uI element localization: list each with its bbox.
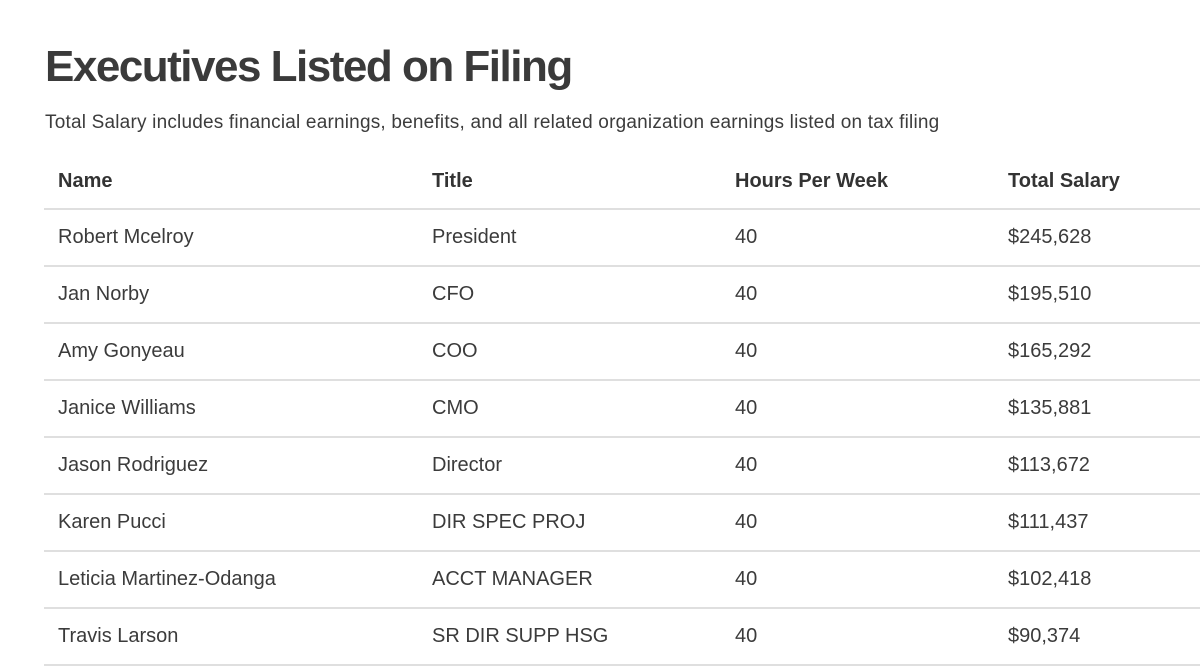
cell-salary: $102,418 (1008, 568, 1092, 590)
cell-salary: $165,292 (1008, 340, 1092, 362)
cell-name: Jason Rodriguez (58, 454, 209, 476)
cell-name: Robert Mcelroy (58, 226, 194, 248)
column-header-name: Name (58, 169, 113, 192)
cell-salary: $113,672 (1008, 454, 1090, 476)
cell-name: Janice Williams (58, 397, 196, 419)
executives-table: Name Title Hours Per Week Total Salary R… (44, 154, 1200, 666)
table-row: Robert Mcelroy President 40 $245,628 (44, 210, 1200, 267)
cell-hours: 40 (735, 625, 758, 647)
cell-hours: 40 (735, 568, 758, 590)
cell-salary: $195,510 (1008, 283, 1092, 305)
cell-salary: $90,374 (1008, 625, 1081, 647)
cell-title: ACCT MANAGER (432, 568, 593, 590)
cell-name: Karen Pucci (58, 511, 166, 533)
cell-title: CMO (432, 397, 479, 419)
table-row: Travis Larson SR DIR SUPP HSG 40 $90,374 (44, 609, 1200, 666)
column-header-total-salary: Total Salary (1008, 169, 1120, 192)
table-row: Leticia Martinez-Odanga ACCT MANAGER 40 … (44, 552, 1200, 609)
table-row: Jason Rodriguez Director 40 $113,672 (44, 438, 1200, 495)
page-title: Executives Listed on Filing (45, 42, 573, 91)
column-header-hours-per-week: Hours Per Week (735, 169, 889, 192)
cell-hours: 40 (735, 283, 758, 305)
cell-hours: 40 (735, 511, 758, 533)
cell-name: Jan Norby (58, 283, 150, 305)
cell-title: President (432, 226, 517, 248)
table-header-row: Name Title Hours Per Week Total Salary (44, 154, 1200, 210)
cell-name: Leticia Martinez-Odanga (58, 568, 276, 590)
cell-hours: 40 (735, 340, 758, 362)
cell-salary: $245,628 (1008, 226, 1092, 248)
cell-hours: 40 (735, 226, 758, 248)
table-row: Janice Williams CMO 40 $135,881 (44, 381, 1200, 438)
cell-hours: 40 (735, 454, 758, 476)
cell-title: DIR SPEC PROJ (432, 511, 586, 533)
cell-name: Travis Larson (58, 625, 179, 647)
table-row: Karen Pucci DIR SPEC PROJ 40 $111,437 (44, 495, 1200, 552)
page-subtitle: Total Salary includes financial earnings… (45, 112, 940, 133)
cell-salary: $111,437 (1008, 511, 1089, 533)
table-row: Amy Gonyeau COO 40 $165,292 (44, 324, 1200, 381)
cell-title: SR DIR SUPP HSG (432, 625, 609, 647)
table-body: Robert Mcelroy President 40 $245,628 Jan… (44, 210, 1200, 666)
cell-title: COO (432, 340, 478, 362)
table-row: Jan Norby CFO 40 $195,510 (44, 267, 1200, 324)
cell-salary: $135,881 (1008, 397, 1092, 419)
cell-name: Amy Gonyeau (58, 340, 185, 362)
column-header-title: Title (432, 169, 473, 192)
cell-hours: 40 (735, 397, 758, 419)
cell-title: CFO (432, 283, 475, 305)
cell-title: Director (432, 454, 503, 476)
